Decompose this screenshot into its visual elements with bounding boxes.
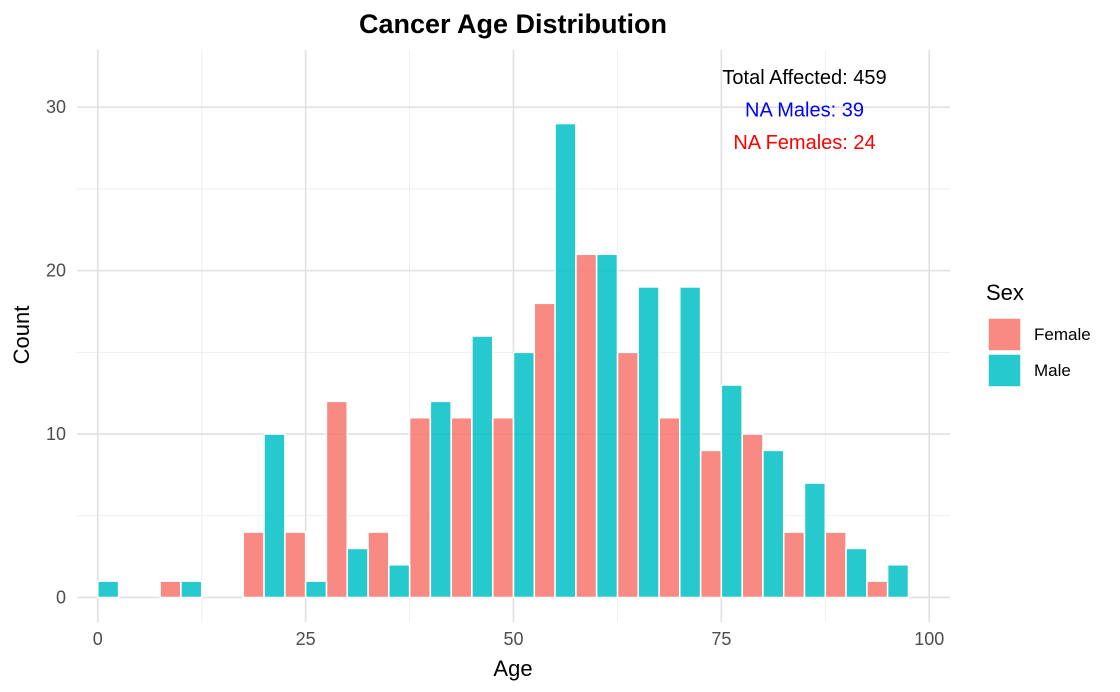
bar-male [180, 580, 203, 599]
x-tick-label: 0 [93, 629, 103, 649]
bar-male [388, 564, 411, 599]
bar-male [304, 580, 328, 599]
bar-male [512, 351, 536, 599]
legend-label-female: Female [1034, 325, 1091, 344]
bar-female [408, 416, 432, 599]
legend-label-male: Male [1034, 361, 1071, 380]
chart-title: Cancer Age Distribution [359, 9, 667, 39]
annotations: Total Affected: 459 NA Males: 39 NA Female… [722, 67, 886, 154]
bar-female [616, 351, 639, 599]
bar-female [242, 531, 265, 599]
x-tick-label: 25 [296, 629, 316, 649]
bar-male [97, 580, 120, 599]
bar-female [491, 416, 515, 599]
bar-male [679, 286, 702, 599]
bar-female [741, 433, 764, 599]
bar-female [284, 531, 307, 599]
bar-male [471, 335, 494, 599]
bar-male [554, 122, 577, 599]
bar-male [595, 253, 619, 599]
legend: Sex Female Male [986, 280, 1091, 388]
bar-female [575, 253, 598, 599]
x-tick-label: 100 [914, 629, 944, 649]
bar-male [845, 547, 868, 599]
annotation-text: NA Females: 24 [733, 132, 875, 154]
x-tick-label: 50 [503, 629, 523, 649]
axis-ticks: 0 25 50 75 100 0 10 20 30 [46, 97, 944, 649]
bar-male [803, 482, 827, 599]
bar-male [429, 400, 452, 599]
annotation-text: NA Males: 39 [745, 100, 864, 122]
bar-female [866, 580, 889, 599]
y-axis-title: Count [9, 306, 34, 365]
bar-male [720, 384, 743, 599]
legend-swatch-male [987, 353, 1022, 388]
bar-female [824, 531, 847, 599]
bar-female [699, 449, 723, 599]
bar-female [367, 531, 390, 599]
bars [97, 122, 910, 599]
y-tick-label: 0 [56, 587, 66, 607]
bar-female [533, 302, 556, 599]
y-tick-label: 30 [46, 97, 66, 117]
annotation-text: Total Affected: 459 [722, 67, 886, 89]
bar-male [346, 547, 369, 599]
x-axis-title: Age [493, 656, 532, 681]
legend-title: Sex [986, 280, 1024, 305]
bar-female [782, 531, 806, 599]
bar-female [450, 416, 473, 599]
y-tick-label: 20 [46, 261, 66, 281]
bar-male [886, 564, 910, 599]
bar-female [159, 580, 182, 599]
bar-female [325, 400, 348, 599]
bar-male [263, 433, 286, 599]
legend-swatch-female [987, 317, 1022, 352]
y-tick-label: 10 [46, 424, 66, 444]
bar-male [637, 286, 660, 599]
bar-female [658, 416, 681, 599]
bar-male [762, 449, 785, 599]
x-tick-label: 75 [711, 629, 731, 649]
